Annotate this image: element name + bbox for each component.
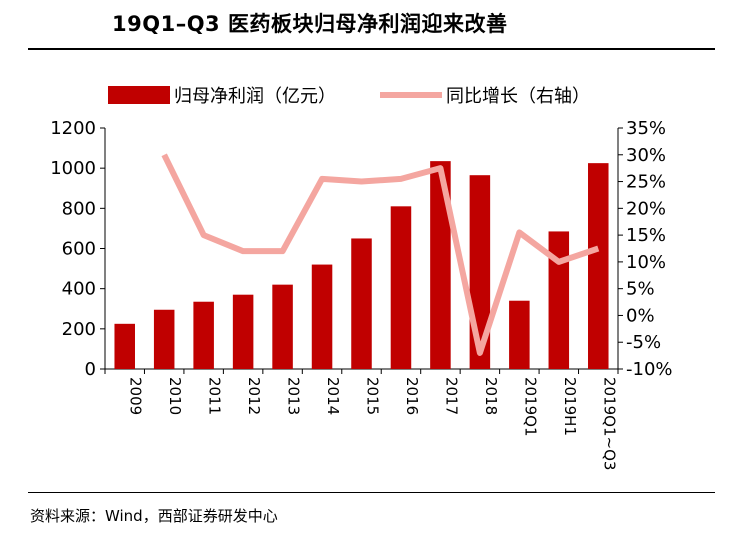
chart-title: 19Q1–Q3 医药板块归母净利润迎来改善 (112, 12, 508, 36)
growth-line (161, 153, 600, 356)
axes (100, 127, 623, 374)
x-tick-label: 2010 (166, 377, 184, 415)
bar-2017 (430, 161, 451, 369)
bar-2019Q1~Q3 (588, 163, 609, 369)
bar-2010 (153, 309, 175, 369)
left-tick-label: 0 (85, 359, 96, 380)
right-tick-label: 25% (626, 172, 666, 193)
x-tick-label: 2014 (324, 377, 342, 415)
right-tick-label: 15% (626, 225, 666, 246)
x-tick-label: 2018 (482, 377, 500, 415)
bar-2016 (390, 206, 412, 369)
left-tick-labels: 0 200 400 600 800 1000 1200 (50, 118, 96, 380)
bar-2014 (311, 264, 333, 369)
left-tick-label: 800 (62, 198, 96, 219)
legend: 归母净利润（亿元） 同比增长（右轴） (108, 86, 590, 107)
right-tick-label: 5% (626, 279, 655, 300)
right-tick-label: 0% (626, 305, 655, 326)
legend-bar-swatch (108, 86, 170, 104)
right-tick-label: 30% (626, 145, 666, 166)
x-tick-label: 2019H1 (561, 377, 579, 436)
x-tick-label: 2017 (442, 377, 460, 415)
x-tick-label: 2011 (206, 377, 224, 415)
legend-line-label: 同比增长（右轴） (446, 86, 590, 107)
bar-2009 (114, 323, 135, 369)
right-tick-label: 10% (626, 252, 666, 273)
source-rule (28, 492, 715, 493)
left-tick-label: 200 (62, 319, 96, 340)
bar-2012 (232, 294, 254, 369)
bar-2019Q1 (509, 300, 530, 369)
source-note: 资料来源：Wind，西部证券研发中心 (30, 507, 278, 525)
left-tick-label: 1200 (50, 118, 96, 139)
x-tick-label: 2013 (285, 377, 303, 415)
bar-2019H1 (548, 231, 570, 369)
x-tick-labels: 2009 2010 2011 2012 2013 2014 2015 2016 2017 2018… (127, 377, 619, 470)
title-rule (28, 48, 715, 50)
x-tick-label: 2009 (127, 377, 145, 415)
left-tick-label: 400 (62, 279, 96, 300)
right-tick-label: 20% (626, 198, 666, 219)
right-tick-label: -5% (626, 332, 661, 353)
right-tick-labels: -10% -5% 0% 5% 10% 15% 20% 25% 30% 35% (626, 118, 673, 380)
x-tick-label: 2019Q1 (521, 377, 539, 437)
left-tick-label: 1000 (50, 158, 96, 179)
legend-bar-label: 归母净利润（亿元） (174, 86, 336, 107)
bar-2011 (193, 301, 214, 369)
bars (114, 161, 609, 369)
x-tick-label: 2012 (245, 377, 263, 415)
x-tick-label: 2016 (403, 377, 421, 415)
right-tick-label: -10% (626, 359, 673, 380)
x-tick-label: 2015 (364, 377, 382, 415)
bar-2013 (272, 284, 293, 369)
x-tick-label: 2019Q1~Q3 (600, 377, 618, 470)
right-tick-label: 35% (626, 118, 666, 139)
left-tick-label: 600 (62, 239, 96, 260)
bar-2015 (351, 238, 372, 369)
line-series (161, 153, 600, 356)
